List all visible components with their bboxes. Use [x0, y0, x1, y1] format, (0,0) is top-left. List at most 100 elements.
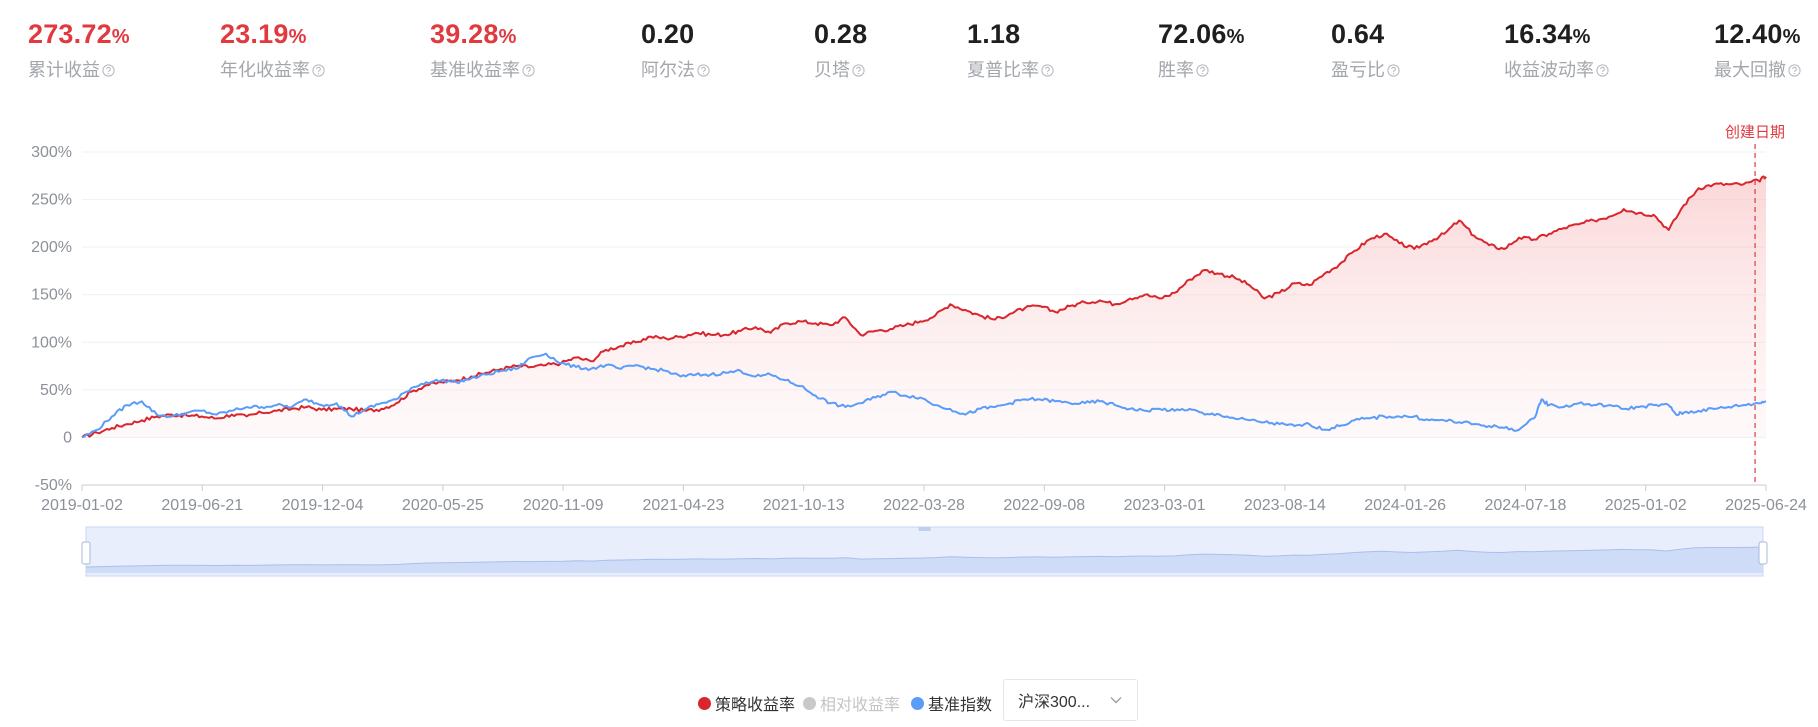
benchmark-select-value: 沪深300...: [1018, 694, 1091, 711]
x-tick-label: 2023-03-01: [1124, 497, 1206, 514]
metric-alpha: 0.20 阿尔法: [641, 16, 710, 83]
metric-value: 1.18: [967, 16, 1054, 55]
question-circle-icon[interactable]: [1041, 63, 1054, 77]
metric-label: 年化收益率: [220, 60, 310, 80]
y-tick-label: 200%: [31, 239, 72, 256]
metric-number: 39.28: [430, 19, 499, 49]
question-circle-icon[interactable]: [1387, 63, 1400, 77]
metric-beta: 0.28 贝塔: [814, 16, 867, 83]
y-tick-label: 300%: [31, 144, 72, 161]
metric-cumulative-return: 273.72% 累计收益: [28, 16, 130, 83]
metric-label: 贝塔: [814, 60, 850, 80]
question-circle-icon[interactable]: [852, 63, 865, 77]
benchmark-select[interactable]: 沪深300...: [1003, 679, 1138, 721]
created-date-label: 创建日期: [1725, 124, 1785, 141]
x-tick-label: 2020-05-25: [402, 497, 484, 514]
metric-unit: %: [1226, 26, 1245, 48]
metric-number: 16.34: [1504, 19, 1573, 49]
y-tick-label: 0: [63, 429, 72, 446]
metric-value: 12.40%: [1714, 16, 1801, 55]
metric-number: 72.06: [1158, 19, 1227, 49]
metric-number: 0.20: [641, 19, 695, 49]
x-tick-label: 2025-06-24: [1725, 497, 1807, 514]
metric-number: 1.18: [967, 19, 1021, 49]
legend-item-relative-return[interactable]: 相对收益率: [803, 691, 900, 715]
metric-number: 0.64: [1331, 19, 1385, 49]
x-tick-label: 2022-09-08: [1003, 497, 1085, 514]
metric-benchmark-return: 39.28% 基准收益率: [430, 16, 535, 83]
x-tick-label: 2021-04-23: [643, 497, 725, 514]
chevron-down-icon: [1109, 693, 1123, 707]
metric-number: 12.40: [1714, 19, 1783, 49]
metric-value: 72.06%: [1158, 16, 1245, 55]
area-fill-strategy: [82, 176, 1766, 438]
metric-profit-loss-ratio: 0.64 盈亏比: [1331, 16, 1400, 83]
line-benchmark-index: [81, 352, 1767, 439]
legend-label: 相对收益率: [820, 697, 901, 714]
metric-value: 273.72%: [28, 16, 130, 55]
metric-number: 0.28: [814, 19, 868, 49]
x-tick-label: 2019-01-02: [41, 497, 123, 514]
metric-value: 0.20: [641, 16, 710, 55]
legend-item-strategy-return[interactable]: 策略收益率: [698, 691, 795, 715]
x-tick-label: 2022-03-28: [883, 497, 965, 514]
legend-item-benchmark-index[interactable]: 基准指数: [911, 691, 992, 715]
x-tick-label: 2023-08-14: [1244, 497, 1326, 514]
question-circle-icon[interactable]: [697, 63, 710, 77]
metric-label: 收益波动率: [1504, 60, 1594, 80]
metric-value: 0.28: [814, 16, 867, 55]
zoom-slider-preview-line: [85, 546, 1764, 568]
x-tick-label: 2021-10-13: [763, 497, 845, 514]
metric-number: 23.19: [220, 19, 289, 49]
metric-label: 阿尔法: [641, 60, 695, 80]
metric-label: 胜率: [1158, 60, 1194, 80]
question-circle-icon[interactable]: [1596, 63, 1609, 77]
legend-dot-icon: [911, 696, 924, 710]
question-circle-icon[interactable]: [102, 63, 115, 77]
zoom-drag-grip[interactable]: [918, 527, 931, 531]
metric-label: 最大回撤: [1714, 60, 1786, 80]
metric-sharpe: 1.18 夏普比率: [967, 16, 1054, 83]
y-tick-label: 50%: [40, 382, 72, 399]
question-circle-icon[interactable]: [1196, 63, 1209, 77]
legend-label: 基准指数: [928, 697, 993, 714]
metric-volatility: 16.34% 收益波动率: [1504, 16, 1609, 83]
metric-number: 273.72: [28, 19, 112, 49]
y-tick-label: 100%: [31, 334, 72, 351]
y-tick-label: 150%: [31, 287, 72, 304]
metric-label: 基准收益率: [430, 60, 520, 80]
x-tick-label: 2019-06-21: [161, 497, 243, 514]
metric-max-drawdown: 12.40% 最大回撤: [1714, 16, 1801, 83]
legend-dot-icon: [698, 696, 711, 710]
metric-annualized-return: 23.19% 年化收益率: [220, 16, 325, 83]
metric-value: 0.64: [1331, 16, 1400, 55]
metric-unit: %: [1782, 26, 1801, 48]
chart-legend: 策略收益率 相对收益率 基准指数 沪深300...: [0, 679, 1818, 723]
metric-unit: %: [111, 26, 130, 48]
question-circle-icon[interactable]: [522, 63, 535, 77]
legend-dot-icon: [803, 696, 816, 710]
metric-unit: %: [1572, 26, 1591, 48]
metric-value: 39.28%: [430, 16, 535, 55]
question-circle-icon[interactable]: [312, 63, 325, 77]
metric-win-rate: 72.06% 胜率: [1158, 16, 1245, 83]
metric-value: 23.19%: [220, 16, 325, 55]
metrics-row: 273.72% 累计收益 23.19% 年化收益率 39.28% 基准收益率 0…: [0, 16, 1818, 86]
metric-unit: %: [498, 26, 517, 48]
legend-label: 策略收益率: [715, 697, 796, 714]
zoom-handle-left[interactable]: [81, 541, 91, 565]
metric-unit: %: [288, 26, 307, 48]
metric-label: 盈亏比: [1331, 60, 1385, 80]
y-tick-label: -50%: [35, 477, 72, 494]
x-tick-label: 2020-11-09: [523, 497, 604, 514]
metric-label: 累计收益: [28, 60, 100, 80]
y-tick-label: 250%: [31, 192, 72, 209]
question-circle-icon[interactable]: [1788, 63, 1801, 77]
x-tick-label: 2024-07-18: [1485, 497, 1567, 514]
metric-label: 夏普比率: [967, 60, 1039, 80]
zoom-handle-right[interactable]: [1758, 541, 1768, 565]
x-tick-label: 2024-01-26: [1364, 497, 1446, 514]
x-tick-label: 2019-12-04: [282, 497, 364, 514]
metric-value: 16.34%: [1504, 16, 1609, 55]
return-chart[interactable]: 300% 250% 200% 150% 100% 50% 0 -50% 2019-01-02 2…: [0, 120, 1818, 600]
